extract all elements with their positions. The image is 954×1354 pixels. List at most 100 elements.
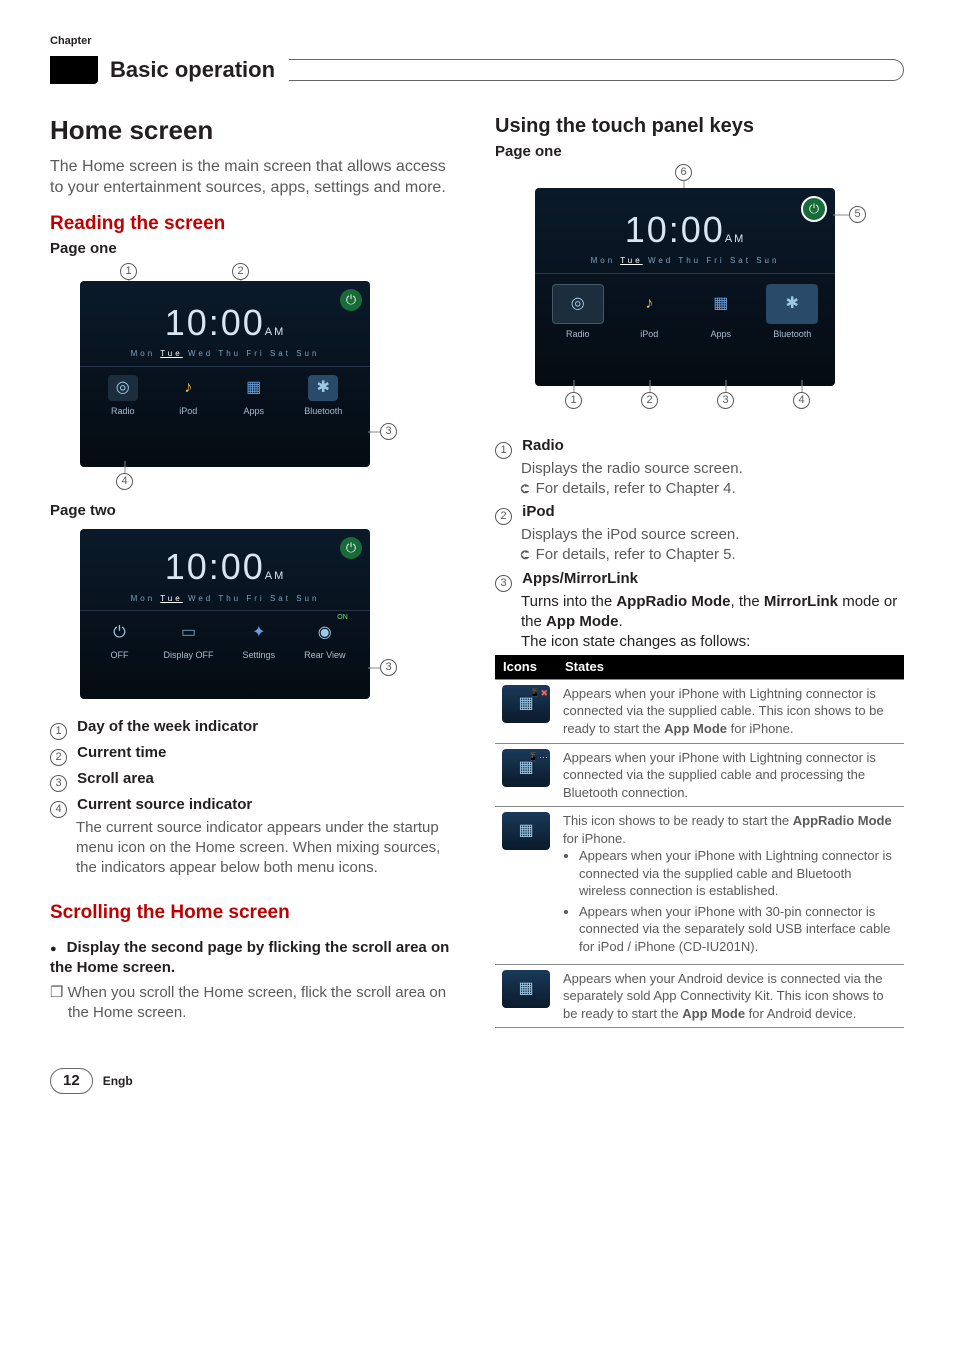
key-radio-detail: ➲For details, refer to Chapter 4. — [495, 480, 736, 497]
state-icon-cell-1: ▦📱✖ — [495, 679, 557, 743]
menu-radio-r[interactable]: ◎Radio — [552, 284, 604, 340]
key-ipod: 2 iPod Displays the iPod source screen. … — [495, 502, 904, 565]
menu-ipod[interactable]: ♪iPod — [173, 375, 203, 417]
state-icon-2: ▦📱⋯ — [502, 749, 550, 787]
menu-row-p2: ⏻OFF ▭ Display OFF ✦Settings ◉ON Rear Vie… — [80, 610, 370, 673]
state-3-bullets: Appears when your iPhone with Lightning … — [563, 847, 898, 955]
clock-ampm-p2: AM — [265, 570, 286, 582]
off-icon: ⏻ — [105, 619, 135, 645]
screenshot-page-two-wrap: ⏻ 10:00AM Mon Tue Wed Thu Fri Sat Sun ⏻O… — [80, 529, 370, 699]
display-off-icon: ▭ — [174, 619, 204, 645]
table-row: ▦📱⋯ Appears when your iPhone with Lightn… — [495, 743, 904, 807]
list-item-2: 2 Current time — [50, 743, 459, 766]
menu-apps-label: Apps — [243, 405, 264, 417]
clock-ampm: AM — [265, 326, 286, 338]
clock-time-right: 10:00 — [625, 209, 725, 250]
key-ipod-detail: ➲For details, refer to Chapter 5. — [495, 546, 736, 563]
menu-ipod-r[interactable]: ♪iPod — [623, 284, 675, 340]
clock-time: 10:00 — [165, 302, 265, 343]
clock-display-p2: 10:00AM — [80, 529, 370, 592]
screenshot-page-two: ⏻ 10:00AM Mon Tue Wed Thu Fri Sat Sun ⏻O… — [80, 529, 370, 699]
screenshot-right: ⏻ 10:00AM Mon Tue Wed Thu Fri Sat Sun ◎R… — [535, 188, 835, 386]
state-icon-1: ▦📱✖ — [502, 685, 550, 723]
day-wed: Wed — [188, 349, 213, 358]
list-item-3: 3 Scroll area — [50, 769, 459, 792]
radio-icon: ◎ — [108, 375, 138, 401]
bluetooth-icon-r: ✱ — [766, 284, 818, 324]
state-text-3: This icon shows to be ready to start the… — [557, 807, 904, 964]
table-row: ▦📱✖ Appears when your iPhone with Lightn… — [495, 679, 904, 743]
state-icon-cell-2: ▦📱⋯ — [495, 743, 557, 807]
page-one-label-left: Page one — [50, 239, 459, 259]
th-icons: Icons — [495, 655, 557, 679]
day-row-right: Mon Tue Wed Thu Fri Sat Sun — [535, 254, 835, 273]
clock-display: 10:00AM — [80, 281, 370, 348]
lang-label: Engb — [103, 1073, 133, 1089]
table-header-row: Icons States — [495, 655, 904, 679]
table-row: ▦ This icon shows to be ready to start t… — [495, 807, 904, 964]
key-radio: 1 Radio Displays the radio source screen… — [495, 436, 904, 499]
page-two-label: Page two — [50, 501, 459, 521]
callout-4-line — [124, 461, 126, 475]
menu-bluetooth-r[interactable]: ✱Bluetooth — [766, 284, 818, 340]
page-number: 12 — [50, 1068, 93, 1094]
menu-off[interactable]: ⏻OFF — [105, 619, 135, 661]
apps-icon: ▦ — [239, 375, 269, 401]
menu-display-off[interactable]: ▭ Display OFF — [164, 619, 214, 661]
menu-apps-r[interactable]: ▦Apps — [695, 284, 747, 340]
bluetooth-icon: ✱ — [308, 375, 338, 401]
state-icon-4: ▦ — [502, 970, 550, 1008]
menu-display-off-label: Display OFF — [164, 649, 214, 661]
radio-icon-r: ◎ — [552, 284, 604, 324]
callout-6: 6 — [675, 164, 692, 181]
icon-states-table: Icons States ▦📱✖ Appears when your iPhon… — [495, 655, 904, 1028]
power-icon-p2[interactable]: ⏻ — [340, 537, 362, 559]
chapter-header: Chapter — [50, 30, 904, 49]
callout-3-p2-line — [368, 667, 388, 669]
on-badge: ON — [337, 613, 348, 622]
callout-3-line — [368, 431, 388, 433]
settings-icon: ✦ — [244, 619, 274, 645]
state-icon-3: ▦ — [502, 812, 550, 850]
callout-5-line — [833, 214, 851, 216]
day-tue: Tue — [160, 349, 183, 358]
apps-icon-r: ▦ — [695, 284, 747, 324]
reading-screen-heading: Reading the screen — [50, 211, 459, 237]
callout-5: 5 — [849, 206, 866, 223]
page-one-label-right: Page one — [495, 142, 904, 162]
chapter-tab — [50, 56, 98, 84]
menu-radio[interactable]: ◎Radio — [108, 375, 138, 417]
rear-view-icon: ◉ON — [310, 619, 340, 645]
scroll-note: When you scroll the Home screen, flick t… — [50, 983, 459, 1024]
home-intro: The Home screen is the main screen that … — [50, 156, 459, 199]
callout-1: 1 — [120, 263, 137, 280]
menu-bluetooth[interactable]: ✱Bluetooth — [304, 375, 342, 417]
power-icon-right[interactable]: ⏻ — [801, 196, 827, 222]
reading-list: 1 Day of the week indicator 2 Current ti… — [50, 717, 459, 878]
menu-settings[interactable]: ✦Settings — [243, 619, 276, 661]
menu-rear-view[interactable]: ◉ON Rear View — [304, 619, 345, 661]
power-icon[interactable]: ⏻ — [340, 289, 362, 311]
callout-2-r: 2 — [641, 392, 658, 409]
apps-mode-line: Turns into the AppRadio Mode, the Mirror… — [495, 592, 904, 633]
chapter-label: Chapter — [50, 35, 92, 47]
state-icon-cell-3: ▦ — [495, 807, 557, 964]
callout-1-r: 1 — [565, 392, 582, 409]
table-row: ▦ Appears when your Android device is co… — [495, 964, 904, 1028]
menu-ipod-label: iPod — [179, 405, 197, 417]
clock-time-p2: 10:00 — [165, 546, 265, 587]
day-mon: Mon — [131, 349, 156, 358]
menu-apps[interactable]: ▦ Apps — [239, 375, 269, 417]
list-item-4-sub: The current source indicator appears und… — [50, 818, 459, 879]
apps-line2: The icon state changes as follows: — [495, 632, 904, 652]
screenshot-page-one: ⏻ 10:00AM Mon Tue Wed Thu Fri Sat Sun ◎R… — [80, 281, 370, 467]
screenshot-right-wrap: 6 ⏻ 10:00AM Mon Tue Wed Thu Fri Sat Sun … — [535, 170, 835, 386]
screenshot-page-one-wrap: 1 2 ⏻ 10:00AM Mon Tue Wed Thu Fri Sat Su — [80, 267, 370, 467]
touch-panel-heading: Using the touch panel keys — [495, 113, 904, 140]
callout-3-r: 3 — [717, 392, 734, 409]
page-footer: 12 Engb — [50, 1068, 904, 1094]
scrolling-heading: Scrolling the Home screen — [50, 900, 459, 926]
callout-4: 4 — [116, 473, 133, 490]
clock-ampm-right: AM — [725, 233, 746, 245]
menu-row-p1: ◎Radio ♪iPod ▦ Apps ✱Bluetooth — [80, 366, 370, 429]
